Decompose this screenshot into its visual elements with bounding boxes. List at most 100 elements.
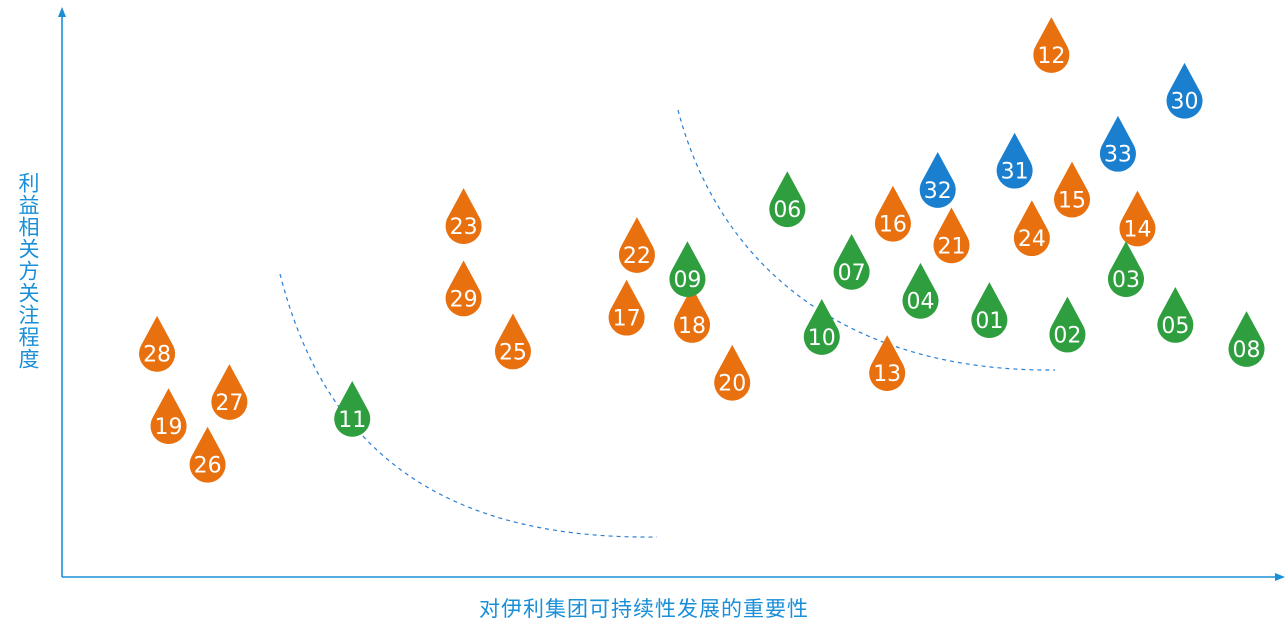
data-label: 31 xyxy=(1001,160,1029,185)
droplet-marker xyxy=(769,171,806,228)
data-point-05: 05 xyxy=(1157,286,1194,343)
droplet-marker xyxy=(445,188,482,244)
data-label: 19 xyxy=(155,415,183,440)
droplet-marker xyxy=(1013,200,1050,257)
data-label: 25 xyxy=(499,340,527,365)
droplet-marker xyxy=(494,313,531,370)
data-point-07: 07 xyxy=(833,233,870,290)
droplet-marker xyxy=(150,388,187,445)
data-point-02: 02 xyxy=(1049,296,1086,353)
droplet-marker xyxy=(996,132,1033,189)
data-point-29: 29 xyxy=(445,260,482,317)
data-label: 02 xyxy=(1053,323,1081,348)
data-label: 01 xyxy=(975,309,1003,334)
droplet-marker xyxy=(919,152,956,208)
data-label: 03 xyxy=(1112,268,1140,293)
data-label: 16 xyxy=(879,213,907,238)
data-point-11: 11 xyxy=(334,380,371,437)
data-label: 22 xyxy=(623,244,651,269)
data-label: 15 xyxy=(1058,188,1086,213)
data-label: 26 xyxy=(194,454,222,479)
data-label: 04 xyxy=(906,290,934,315)
x-axis-label: 对伊利集团可持续性发展的重要性 xyxy=(479,597,809,621)
data-point-27: 27 xyxy=(211,364,248,420)
data-point-16: 16 xyxy=(874,185,911,242)
data-point-03: 03 xyxy=(1107,241,1144,297)
data-point-04: 04 xyxy=(902,262,939,319)
droplet-marker xyxy=(1049,296,1086,353)
droplet-marker xyxy=(211,364,248,420)
data-point-33: 33 xyxy=(1099,115,1136,172)
data-point-09: 09 xyxy=(669,241,706,298)
data-point-17: 17 xyxy=(608,279,645,336)
droplet-marker xyxy=(874,185,911,242)
data-point-15: 15 xyxy=(1054,161,1091,218)
droplet-marker xyxy=(933,207,970,264)
data-label: 23 xyxy=(450,215,478,240)
droplet-marker xyxy=(902,262,939,319)
droplet-marker xyxy=(803,299,840,355)
droplet-marker xyxy=(618,217,655,273)
droplet-marker xyxy=(1157,286,1194,343)
data-marks: 12 15 14 16 21 24 13 20 18 17 22 23 29 25 28 27 19 26 06 09… xyxy=(139,17,1265,483)
droplet-marker xyxy=(1099,115,1136,172)
data-point-21: 21 xyxy=(933,207,970,264)
data-label: 24 xyxy=(1018,227,1046,252)
droplet-marker xyxy=(971,282,1008,338)
droplet-marker xyxy=(1166,62,1203,119)
data-label: 14 xyxy=(1123,217,1151,242)
droplet-marker xyxy=(139,315,176,372)
droplet-marker xyxy=(334,380,371,437)
droplet-marker xyxy=(714,344,751,401)
data-label: 18 xyxy=(678,314,706,339)
data-label: 21 xyxy=(937,234,965,259)
data-point-31: 31 xyxy=(996,132,1033,189)
data-label: 30 xyxy=(1171,90,1199,115)
boundary-curve-high xyxy=(677,109,1056,371)
data-label: 13 xyxy=(873,362,901,387)
data-point-14: 14 xyxy=(1119,190,1156,247)
droplet-marker xyxy=(669,241,706,298)
data-label: 06 xyxy=(773,198,801,223)
data-point-20: 20 xyxy=(714,344,751,401)
droplet-marker xyxy=(608,279,645,336)
droplet-marker xyxy=(1228,311,1265,367)
data-point-22: 22 xyxy=(618,217,655,273)
data-point-13: 13 xyxy=(869,335,906,391)
droplet-marker xyxy=(1119,190,1156,247)
data-point-19: 19 xyxy=(150,388,187,445)
data-label: 12 xyxy=(1037,44,1065,69)
y-axis-label: 利益相关方关注程度 xyxy=(16,172,40,370)
data-point-26: 26 xyxy=(189,426,226,483)
data-label: 07 xyxy=(838,261,866,286)
data-label: 27 xyxy=(215,391,243,416)
droplet-marker xyxy=(189,426,226,483)
data-point-25: 25 xyxy=(494,313,531,370)
data-point-08: 08 xyxy=(1228,311,1265,367)
data-label: 11 xyxy=(338,408,366,433)
data-point-30: 30 xyxy=(1166,62,1203,119)
data-label: 10 xyxy=(808,326,836,351)
droplet-marker xyxy=(1033,17,1070,73)
droplet-marker xyxy=(1107,241,1144,297)
data-point-06: 06 xyxy=(769,171,806,228)
data-label: 09 xyxy=(673,268,701,293)
data-label: 20 xyxy=(718,372,746,397)
data-label: 05 xyxy=(1161,314,1189,339)
data-label: 32 xyxy=(924,179,952,204)
data-point-18: 18 xyxy=(674,286,711,343)
data-point-24: 24 xyxy=(1013,200,1050,257)
data-label: 08 xyxy=(1233,338,1261,363)
data-point-01: 01 xyxy=(971,282,1008,338)
data-point-10: 10 xyxy=(803,299,840,355)
boundary-curve-low xyxy=(279,273,658,538)
data-point-28: 28 xyxy=(139,315,176,372)
data-label: 33 xyxy=(1104,143,1132,168)
data-label: 28 xyxy=(143,343,171,368)
data-label: 17 xyxy=(613,307,641,332)
data-label: 29 xyxy=(450,287,478,312)
droplet-marker xyxy=(833,233,870,290)
droplet-marker xyxy=(445,260,482,317)
data-point-32: 32 xyxy=(919,152,956,208)
